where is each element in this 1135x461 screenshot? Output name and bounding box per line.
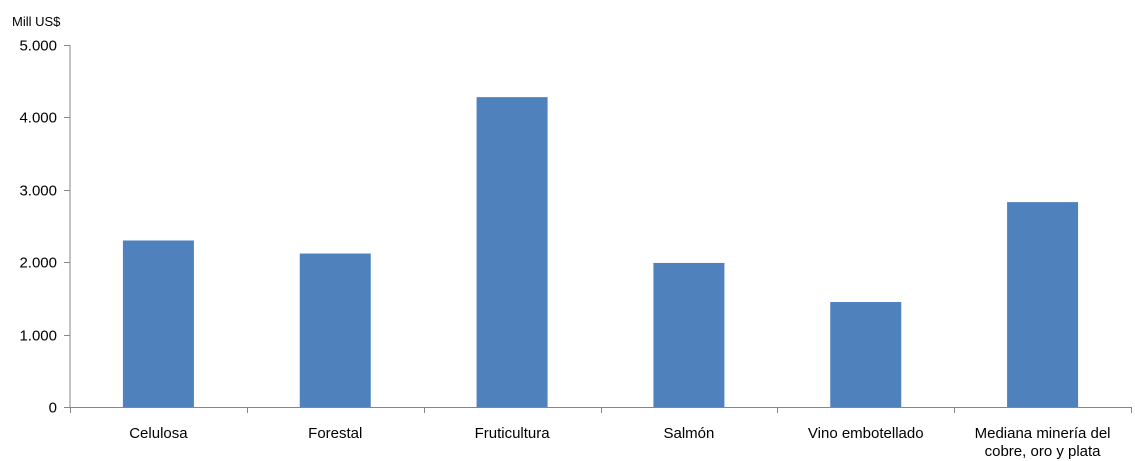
y-tick-label: 3.000 xyxy=(19,183,57,200)
bars-group xyxy=(122,97,1079,408)
y-tick-label: 2.000 xyxy=(19,255,57,272)
bar xyxy=(830,302,902,407)
y-tick-label: 5.000 xyxy=(19,38,57,55)
bar xyxy=(653,262,725,407)
y-tick-label: 1.000 xyxy=(19,328,57,345)
x-category-label: Forestal xyxy=(308,425,362,442)
bar xyxy=(1007,202,1079,407)
y-tick-label: 4.000 xyxy=(19,110,57,127)
x-category-label: Fruticultura xyxy=(475,425,551,442)
x-category-label: Salmón xyxy=(663,425,714,442)
bar xyxy=(476,97,548,408)
x-category-label: Vino embotellado xyxy=(808,425,924,442)
bar xyxy=(122,240,194,407)
y-axis: 0 1.000 2.000 3.000 4.000 5.000 xyxy=(19,38,71,417)
x-axis: Celulosa Forestal Fruticultura Salmón Vino e… xyxy=(70,407,1132,460)
x-category-label: Mediana minería del cobre, oro y plata xyxy=(975,425,1111,460)
bar xyxy=(299,253,371,407)
y-tick-label: 0 xyxy=(49,400,57,417)
y-axis-unit-label: Mill US$ xyxy=(12,14,61,29)
x-category-label: Celulosa xyxy=(129,425,188,442)
